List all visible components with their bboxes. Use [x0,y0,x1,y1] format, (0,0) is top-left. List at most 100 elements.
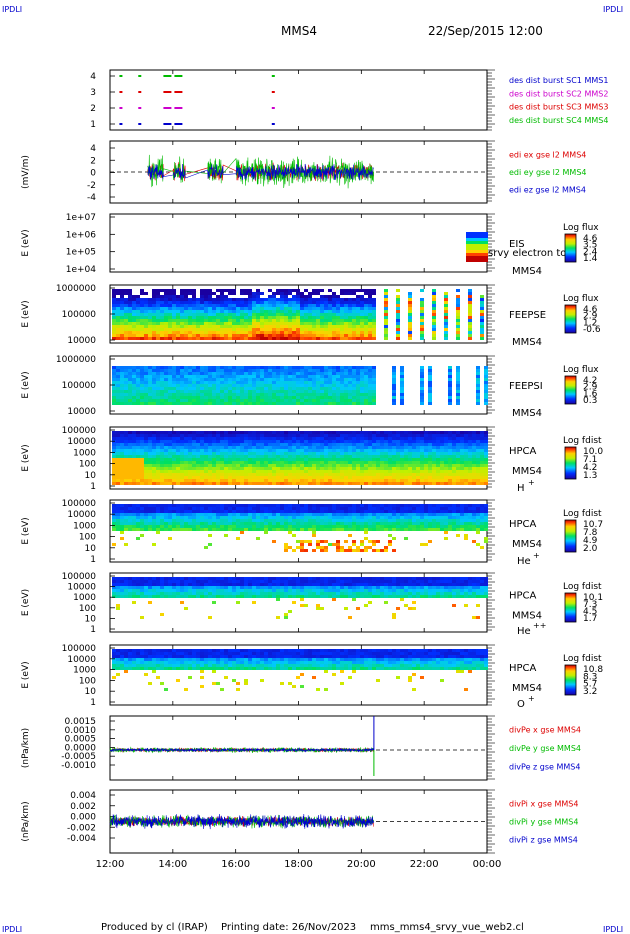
feepse-heat-cell [140,313,144,316]
hpca_h-heat-cell [460,458,464,461]
feepse-heat-cell [140,310,144,313]
hpca_h-heat-cell [300,470,304,473]
hpca_h-heat-cell [144,473,148,476]
feepse-heat-cell [132,334,136,337]
hpca_he1-heat-cell [112,522,116,525]
hpca_h-heat-cell [152,461,156,464]
hpca_h-heat-cell [196,434,200,437]
feepsi-heat-cell [156,396,160,399]
hpca_he1-heat-cell [344,519,348,522]
hpca_h-heat-cell [432,482,436,485]
hpca_he1-heat-cell [240,531,244,534]
feepse-heat-cell [248,289,252,292]
eis-cbar-tick-label: 1.4 [583,254,598,264]
feepse-heat-cell [320,313,324,316]
hpca_he1-heat-cell [308,510,312,513]
feepse-heat-cell [364,289,368,292]
hpca_he1-heat-cell [120,522,124,525]
feepse-heat-cell [312,292,316,295]
feepse-heat-cell [296,334,300,337]
hpca_he1-heat-cell [116,513,120,516]
feepse-heat-cell [148,304,152,307]
feepsi-heat-cell [400,378,404,381]
hpca_he1-heat-cell [360,522,364,525]
feepsi-heat-cell [360,396,364,399]
hpca_he1-heat-cell [192,528,196,531]
hpca_h-heat-cell [448,458,452,461]
hpca_h-heat-cell [396,476,400,479]
feepsi-heat-cell [268,384,272,387]
feepse-heat-cell [168,319,172,322]
hpca_h-heat-cell [456,437,460,440]
feepse-heat-cell [232,334,236,337]
hpca_h-heat-cell [468,449,472,452]
hpca_he1-heat-cell [228,516,232,519]
feepsi-heat-cell [168,366,172,369]
feepsi-heat-cell [116,399,120,402]
hpca_h-heat-cell [128,473,132,476]
feepse-heat-cell [260,307,264,310]
feepse-heat-cell [188,334,192,337]
feepsi-heat-cell [420,375,424,378]
feepse-heat-cell [120,328,124,331]
feepsi-heat-cell [340,372,344,375]
hpca_h-heat-cell [216,467,220,470]
feepse-heat-cell [384,292,388,295]
feepse-heat-cell [312,304,316,307]
feepse-heat-cell [256,313,260,316]
hpca_h-heat-cell [300,482,304,485]
feepse-heat-cell [308,310,312,313]
hpca_h-heat-cell [440,482,444,485]
feepse-heat-cell [304,295,308,298]
hpca_h-heat-cell [324,461,328,464]
hpca_h-heat-cell [476,449,480,452]
feepsi-heat-cell [332,399,336,402]
hpca_h-heat-cell [472,467,476,470]
hpca_h-heat-cell [276,452,280,455]
hpca_h-heat-cell [460,431,464,434]
feepse-heat-cell [196,319,200,322]
feepse-heat-cell [340,301,344,304]
feepse-heat-cell [152,322,156,325]
feepse-heat-cell [456,310,460,313]
feepse-heat-cell [248,322,252,325]
hpca_h-heat-cell [256,449,260,452]
feepse-heat-cell [328,337,332,340]
hpca_h-heat-cell [216,461,220,464]
hpca_h-heat-cell [344,434,348,437]
feepse-heat-cell [300,337,304,340]
hpca_he1-heat-cell [368,507,372,510]
hpca_h-heat-cell [380,464,384,467]
hpca_h-heat-cell [240,452,244,455]
feepse-heat-cell [216,331,220,334]
feepsi-heat-cell [264,399,268,402]
feepse-heat-cell [304,325,308,328]
feepse-heat-cell [308,331,312,334]
hpca_he1-heat-cell [112,528,116,531]
hpca_h-heat-cell [240,482,244,485]
feepse-heat-cell [180,295,184,298]
hpca_h-heat-cell [352,440,356,443]
hpca_he1-heat-cell [272,513,276,516]
feepse-heat-cell [276,310,280,313]
hpca_h-heat-cell [120,440,124,443]
feepse-heat-cell [352,298,356,301]
feepsi-heat-cell [304,387,308,390]
feepsi-heat-cell [220,381,224,384]
hpca_he1-heat-cell [124,516,128,519]
hpca_h-heat-cell [256,470,260,473]
feepse-heat-cell [188,304,192,307]
feepse-heat-cell [272,322,276,325]
hpca_h-heat-cell [392,449,396,452]
feepsi-heat-cell [160,396,164,399]
hpca_h-heat-cell [240,437,244,440]
feepse-heat-cell [264,307,268,310]
feepse-heat-cell [224,316,228,319]
hpca_h-heat-cell [156,470,160,473]
hpca_he1-heat-cell [344,504,348,507]
hpca_h-heat-cell [124,461,128,464]
feepse-heat-cell [408,328,412,331]
feepse-heat-cell [136,322,140,325]
hpca_he1-heat-cell [132,504,136,507]
feepse-heat-cell [332,301,336,304]
